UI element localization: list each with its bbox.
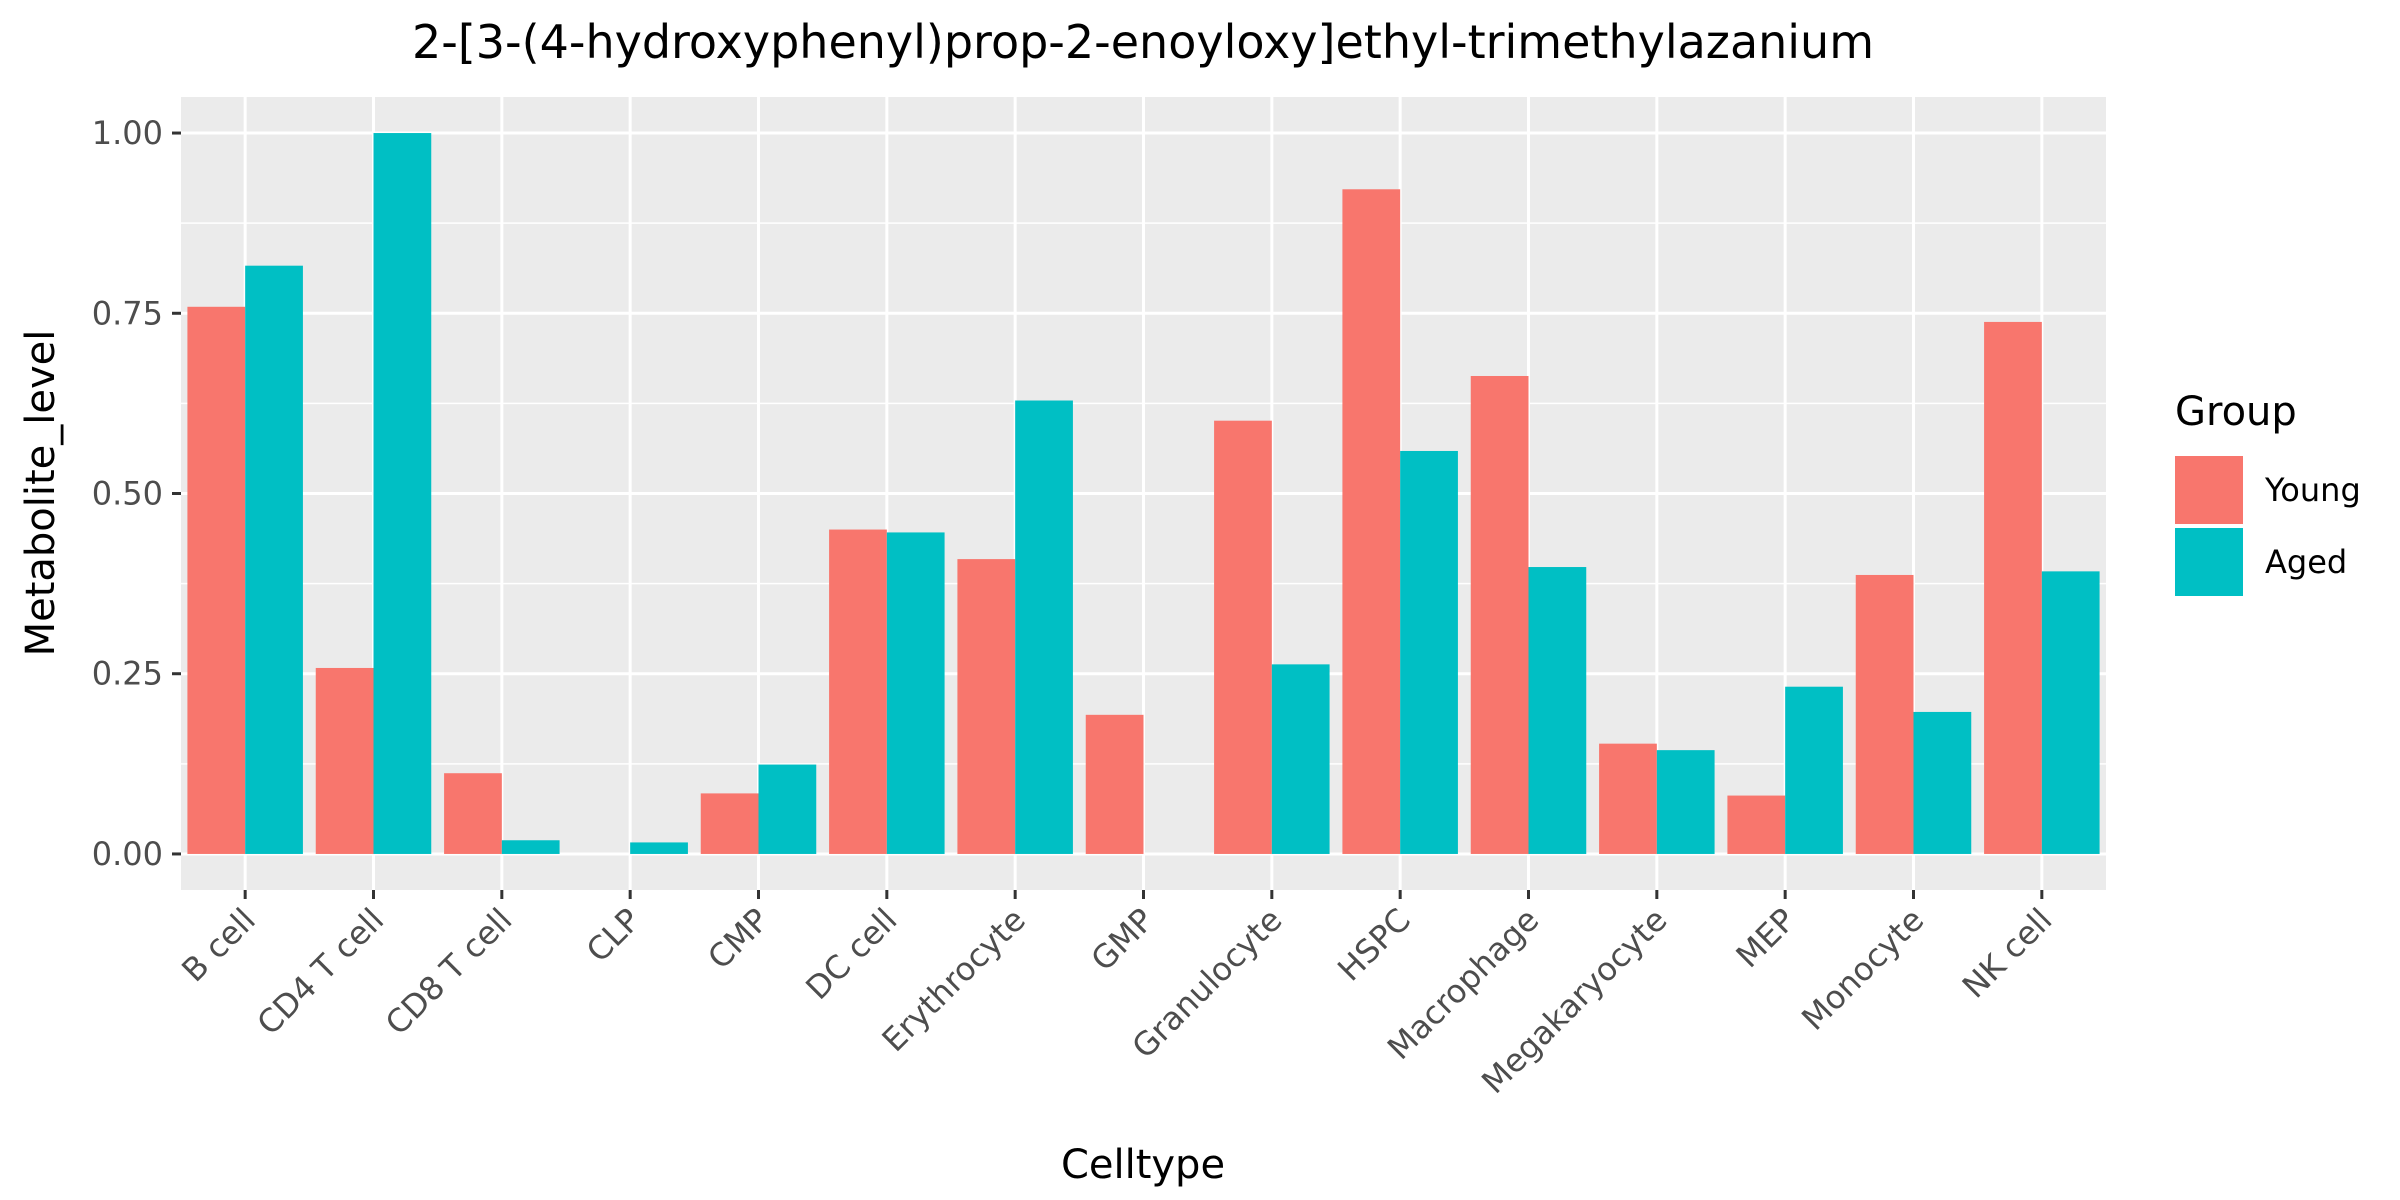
- bar-aged: [630, 842, 688, 854]
- x-tick-label: Monocyte: [1794, 901, 1931, 1038]
- bar-young: [1855, 574, 1914, 854]
- x-tick-label: HSPC: [1330, 901, 1418, 989]
- bar-aged: [758, 764, 817, 854]
- bar-aged: [1656, 750, 1715, 854]
- y-axis-title: Metabolite_level: [18, 330, 64, 657]
- legend-label-young: Young: [2264, 471, 2361, 509]
- bar-young: [1085, 714, 1144, 854]
- x-tick-label: CMP: [700, 901, 776, 977]
- bar-aged: [373, 133, 432, 854]
- bar-young: [1342, 189, 1401, 854]
- bars: [187, 133, 2100, 854]
- x-axis-title: Celltype: [1061, 1142, 1225, 1188]
- bar-aged: [1271, 664, 1330, 854]
- bar-young: [829, 529, 887, 854]
- bar-young: [1214, 420, 1272, 854]
- bar-young: [1727, 795, 1786, 854]
- y-tick-label: 0.50: [92, 475, 163, 513]
- x-tick-label: DC cell: [798, 901, 904, 1007]
- legend-label-aged: Aged: [2265, 543, 2347, 581]
- y-tick-label: 0.00: [92, 835, 163, 873]
- x-tick-label: GMP: [1084, 901, 1162, 979]
- bar-aged: [2041, 571, 2100, 854]
- legend-title: Group: [2175, 389, 2297, 435]
- y-tick-label: 0.75: [92, 294, 163, 332]
- x-tick-label: CLP: [579, 901, 648, 970]
- legend-key-young: [2175, 456, 2243, 524]
- y-tick-label: 1.00: [92, 114, 163, 152]
- bar-aged: [1528, 567, 1587, 854]
- bar-aged: [886, 532, 945, 854]
- bar-young: [957, 559, 1016, 854]
- bar-aged: [501, 840, 560, 854]
- bar-young: [444, 773, 502, 854]
- y-axis: 0.00 0.25 0.50 0.75 1.00: [92, 114, 181, 873]
- chart-title: 2-[3-(4-hydroxyphenyl)prop-2-enoyloxy]et…: [412, 15, 1874, 69]
- bar-young: [700, 793, 759, 854]
- bar-young: [1984, 321, 2042, 854]
- x-tick-label: CD4 T cell: [250, 901, 392, 1043]
- bar-young: [315, 667, 374, 854]
- legend: Group Young Aged: [2175, 389, 2361, 596]
- x-tick-label: B cell: [174, 901, 263, 990]
- bar-aged: [1015, 400, 1073, 854]
- bar-aged: [1400, 450, 1458, 854]
- bar-aged: [245, 265, 303, 854]
- x-tick-label: MEP: [1728, 901, 1802, 975]
- x-tick-label: NK cell: [1955, 901, 2060, 1006]
- bar-young: [1599, 743, 1657, 854]
- legend-key-aged: [2175, 528, 2243, 596]
- bar-aged: [1913, 711, 1972, 854]
- x-tick-label: CD8 T cell: [378, 901, 520, 1043]
- bar-young: [187, 306, 246, 854]
- y-tick-label: 0.25: [92, 655, 163, 693]
- bar-young: [1470, 375, 1529, 854]
- bar-aged: [1785, 686, 1843, 854]
